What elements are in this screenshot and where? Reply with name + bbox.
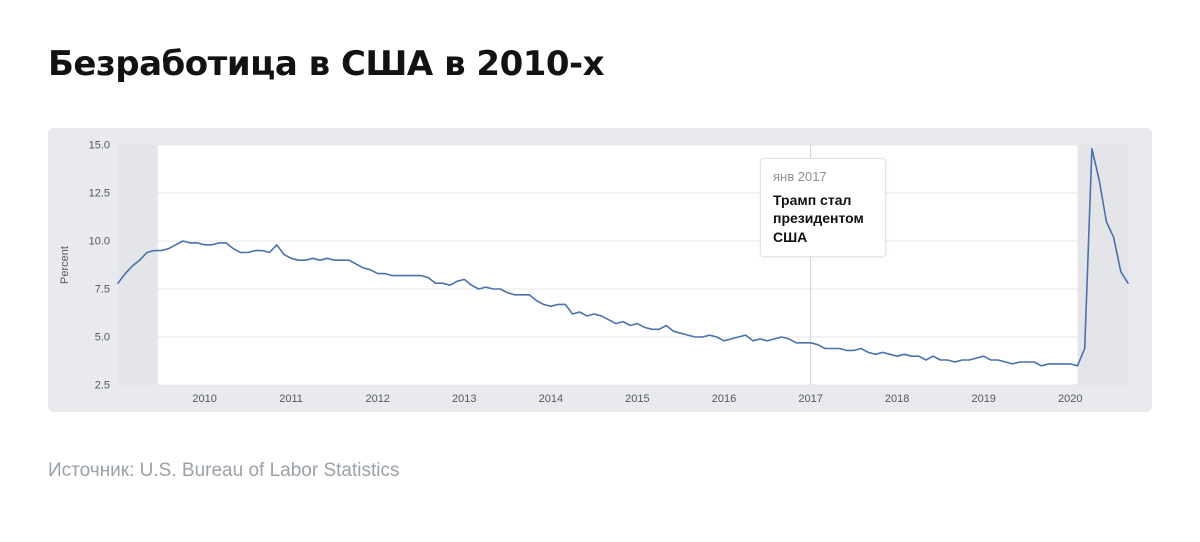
unemployment-line-chart: 15.0 12.5 10.0 7.5 5.0 2.5 2010 2011 2012 2013 201…: [59, 140, 1129, 405]
y-tick-label: 15.0: [89, 140, 110, 152]
x-tick-label: 2016: [712, 393, 736, 405]
y-tick-label: 7.5: [95, 284, 110, 296]
chart-card: 15.0 12.5 10.0 7.5 5.0 2.5 2010 2011 2012 2013 201…: [48, 128, 1152, 412]
y-tick-label: 12.5: [89, 188, 110, 200]
line-series: [117, 148, 1129, 367]
x-tick-label: 2010: [192, 393, 216, 405]
x-tick-label: 2014: [539, 393, 563, 405]
plot-area: [118, 145, 1128, 385]
x-tick-label: 2011: [279, 393, 303, 405]
y-tick-label: 10.0: [89, 236, 110, 248]
x-tick-label: 2019: [971, 393, 995, 405]
y-tick-label: 5.0: [95, 332, 110, 344]
x-tick-label: 2020: [1058, 393, 1082, 405]
x-tick-label: 2017: [798, 393, 822, 405]
annotation-tooltip: янв 2017 Трамп стал президентом США: [760, 158, 886, 258]
page-title: Безработица в США в 2010-х: [48, 44, 605, 84]
x-tick-label: 2013: [452, 393, 476, 405]
recession-band: [118, 145, 158, 385]
x-tick-label: 2012: [365, 393, 389, 405]
annotation-date: янв 2017: [773, 169, 827, 184]
y-axis-title: Percent: [59, 246, 71, 284]
annotation-text: Трамп стал президентом США: [773, 192, 864, 245]
x-tick-label: 2015: [625, 393, 649, 405]
x-tick-label: 2018: [885, 393, 909, 405]
y-tick-label: 2.5: [95, 380, 110, 392]
source-attribution: Источник: U.S. Bureau of Labor Statistic…: [48, 460, 400, 481]
